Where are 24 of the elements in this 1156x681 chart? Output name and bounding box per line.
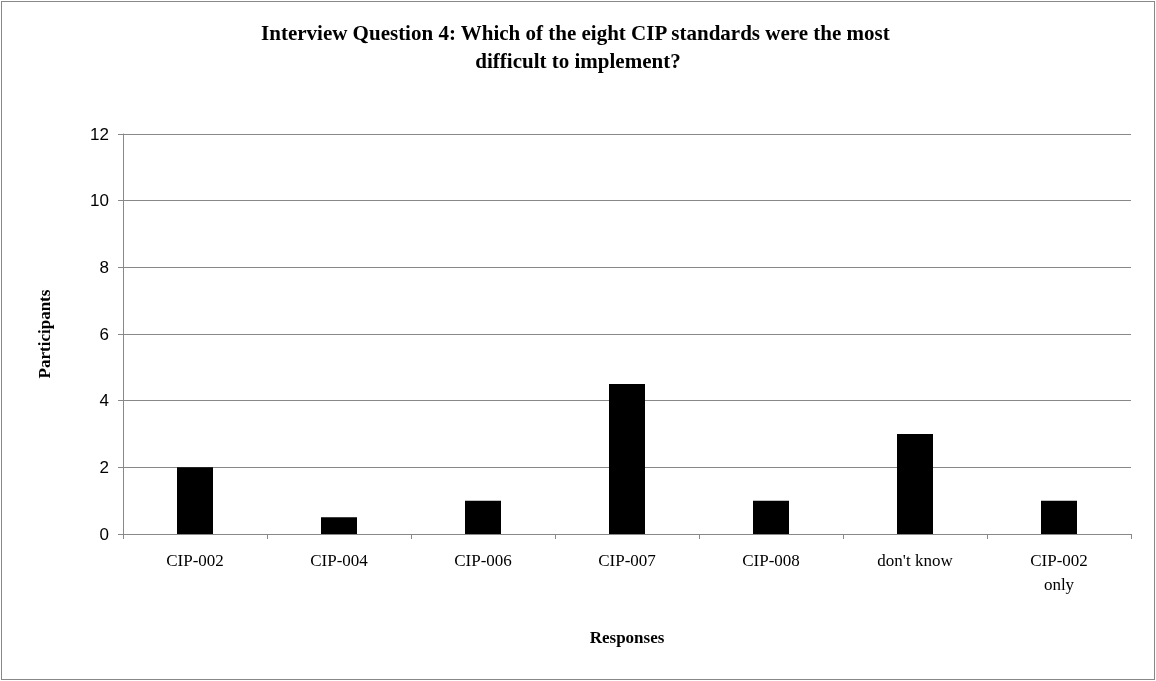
y-axis-title: Participants: [35, 289, 54, 379]
y-tick-label: 2: [99, 457, 109, 477]
bar: [321, 517, 357, 534]
y-tick-label: 8: [99, 257, 109, 277]
x-tick-label: don't know: [877, 550, 954, 570]
y-tick-label: 4: [99, 391, 109, 411]
x-tick-label: CIP-008: [742, 550, 800, 570]
bar: [177, 467, 213, 534]
chart-title: Interview Question 4: Which of the eight CIP standards were the most difficult to implement?: [261, 21, 895, 73]
bar: [1041, 500, 1077, 534]
x-tick-label: CIP-002 only: [1030, 550, 1088, 594]
y-tick-label: 0: [99, 524, 109, 544]
bar: [897, 434, 933, 534]
y-tick-label: 12: [90, 124, 109, 144]
x-tick-label: CIP-006: [454, 550, 512, 570]
x-axis-title: Responses: [589, 628, 665, 647]
y-tick-label: 6: [99, 324, 109, 344]
x-tick-label: CIP-007: [598, 550, 657, 570]
bar: [753, 500, 789, 534]
bar: [609, 384, 645, 534]
bar: [465, 500, 501, 534]
x-tick-label: CIP-004: [310, 550, 369, 570]
x-tick-label: CIP-002: [166, 550, 224, 570]
y-tick-label: 10: [90, 191, 109, 211]
